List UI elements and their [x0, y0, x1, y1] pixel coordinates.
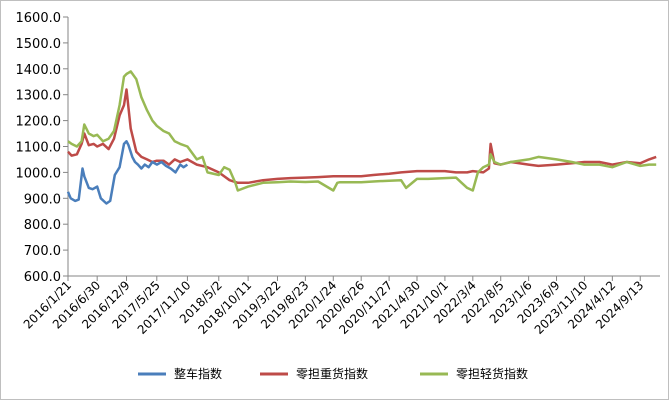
- y-tick-label: 1000.0: [16, 166, 62, 181]
- x-axis: 2016/1/212016/6/302016/12/92017/5/252017…: [21, 275, 660, 337]
- y-tick-label: 900.0: [24, 192, 61, 207]
- y-tick-label: 1500.0: [16, 37, 62, 52]
- y-tick-label: 1100.0: [16, 141, 62, 156]
- series-line-2: [67, 88, 657, 185]
- y-tick-label: 800.0: [24, 218, 61, 233]
- y-axis: 600.0 700.0 800.0 900.0 1000.0 1100.0 1200.0 13…: [16, 11, 69, 285]
- legend-label-2: 零担重货指数: [296, 366, 368, 381]
- y-tick-label: 1400.0: [16, 63, 62, 78]
- series-line-1: [66, 140, 189, 205]
- legend-label-1: 整车指数: [174, 366, 222, 381]
- y-tick-label: 1200.0: [16, 115, 62, 130]
- series-line-3: [67, 70, 657, 192]
- y-tick-label: 1600.0: [16, 11, 62, 26]
- plot-area: [66, 70, 657, 205]
- y-tick-label: 700.0: [24, 244, 61, 259]
- legend: 整车指数 零担重货指数 零担轻货指数: [138, 366, 528, 381]
- legend-label-3: 零担轻货指数: [456, 366, 528, 381]
- y-tick-label: 600.0: [24, 270, 61, 285]
- y-tick-label: 1300.0: [16, 89, 62, 104]
